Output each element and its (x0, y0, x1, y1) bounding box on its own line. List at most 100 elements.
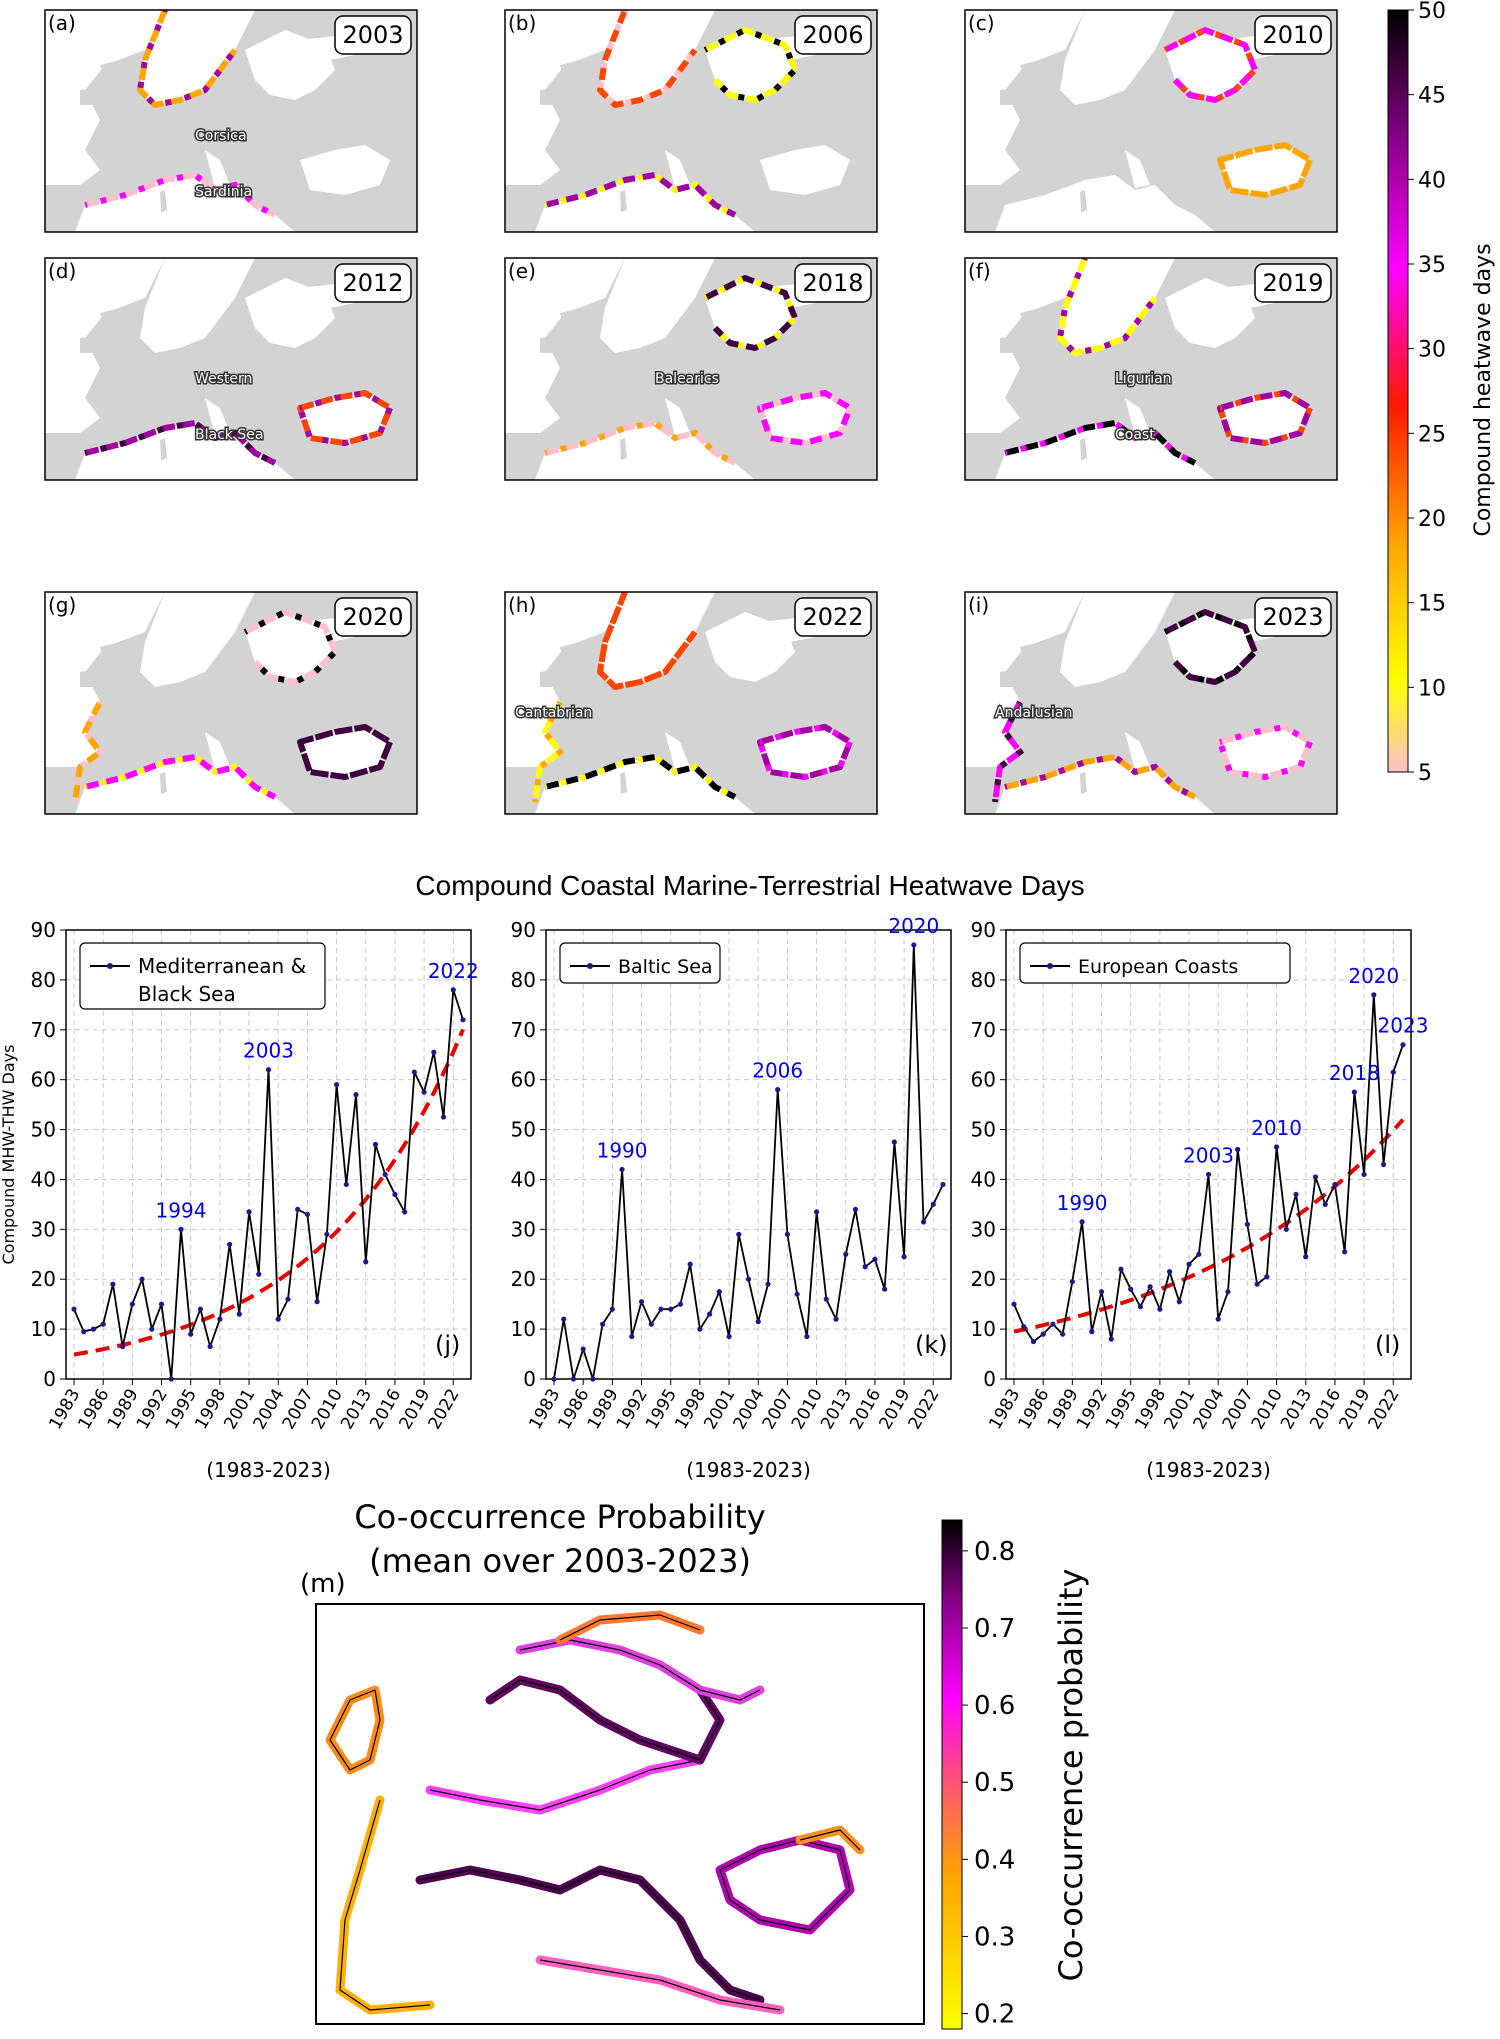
x-axis-label: (1983-2023) (1146, 1458, 1271, 1482)
data-point (629, 1333, 635, 1340)
map-year-box (1254, 597, 1332, 637)
data-point (1128, 1286, 1134, 1292)
data-point (843, 1251, 849, 1257)
data-point (1186, 1261, 1192, 1267)
data-point (940, 1181, 946, 1188)
data-point (1303, 1254, 1309, 1260)
data-point (236, 1311, 242, 1317)
data-point (638, 1299, 645, 1305)
peak-label: 2006 (752, 1059, 803, 1083)
data-point (1351, 1089, 1357, 1095)
map-coast-overlay (596, 10, 698, 109)
peak-label: 2020 (888, 914, 939, 938)
data-point (227, 1241, 233, 1247)
peak-label: 2003 (243, 1039, 294, 1063)
top-colorbar-tick-label: 45 (1418, 84, 1446, 109)
y-axis-label: Compound MHW-THW Days (0, 1045, 18, 1265)
y-tick-label: 80 (31, 968, 56, 992)
trend-line (1013, 1118, 1405, 1334)
map-coast-med (544, 420, 737, 466)
top-colorbar-tick-label: 50 (1418, 0, 1446, 24)
y-tick-label: 90 (971, 918, 996, 942)
data-point (372, 1141, 379, 1148)
data-point (421, 1089, 427, 1095)
map-frame (44, 257, 418, 481)
y-tick-label: 0 (523, 1367, 536, 1391)
map-coast-baltic (1163, 27, 1258, 103)
data-point (901, 1254, 907, 1260)
data-point (687, 1261, 693, 1267)
data-point (197, 1306, 204, 1312)
map-year-label: 2010 (1262, 21, 1323, 49)
data-point (275, 1316, 281, 1322)
map-coast-overlay (136, 10, 238, 109)
data-point (736, 1231, 742, 1237)
y-tick-label: 80 (511, 968, 536, 992)
data-point (707, 1311, 713, 1317)
data-point (658, 1306, 664, 1312)
map-year-label: 2012 (342, 269, 403, 297)
map-coast-overlay (1216, 389, 1314, 447)
y-tick-label: 10 (511, 1317, 536, 1341)
data-point (862, 1264, 868, 1270)
map-annotation: Western (195, 371, 252, 387)
x-tick-label: 2022 (425, 1386, 464, 1433)
data-point (90, 1326, 97, 1332)
map-coast-baltic (1163, 609, 1258, 685)
data-point (1400, 1042, 1406, 1048)
y-tick-label: 90 (511, 918, 536, 942)
coastline (419, 1869, 761, 2001)
top-colorbar-tick-label: 20 (1418, 507, 1446, 532)
heatwave-map-2010: (c) 2010 (964, 9, 1338, 233)
peak-label: 2003 (1183, 1143, 1234, 1167)
data-point (677, 1301, 684, 1307)
peak-label: 2010 (1251, 1116, 1302, 1140)
map-panel-label: (h) (508, 593, 536, 617)
map-year-box (1254, 263, 1332, 303)
map-frame (504, 9, 878, 233)
coastline (339, 1799, 431, 2011)
data-point (1293, 1191, 1299, 1198)
map-year-label: 2018 (802, 269, 863, 297)
data-point (755, 1319, 761, 1325)
data-point (71, 1306, 77, 1312)
data-point (920, 1219, 927, 1225)
map-panel-label: (e) (508, 259, 536, 283)
data-point (619, 1166, 625, 1173)
map-annotation: Andalusian (995, 705, 1072, 721)
data-point (353, 1092, 359, 1098)
data-point (1118, 1266, 1124, 1272)
heatwave-map-2020: (g) 2020 (44, 591, 418, 815)
map-panel-label: (f) (968, 259, 991, 283)
plot-frame (65, 929, 472, 1380)
data-point (804, 1333, 810, 1340)
data-point (1380, 1161, 1387, 1168)
data-point (1196, 1251, 1202, 1257)
heatwave-map-2022: (h) 2022 Cantabrian (504, 591, 878, 815)
map-year-box (334, 597, 412, 637)
x-tick-label: 2022 (905, 1386, 944, 1433)
map-coast-overlay (532, 700, 565, 803)
data-point (1060, 1331, 1066, 1337)
data-point (81, 1329, 87, 1335)
panel-label: (k) (915, 1331, 948, 1359)
bottom-colorbar-label: Co-occurrence probability (1052, 1569, 1090, 1982)
data-point (1312, 1174, 1319, 1180)
map-coast-med (544, 172, 737, 218)
legend-marker (1047, 963, 1053, 969)
data-point (217, 1316, 223, 1322)
data-point (1069, 1279, 1075, 1285)
data-point (363, 1259, 369, 1265)
data-point (1264, 1274, 1270, 1280)
map-panel-label: (c) (968, 11, 995, 35)
data-point (450, 987, 456, 993)
data-point (1390, 1069, 1396, 1075)
map-annotation: Cantabrian (515, 705, 592, 721)
y-tick-label: 70 (31, 1018, 56, 1042)
map-year-label: 2003 (342, 21, 403, 49)
data-point (1167, 1269, 1173, 1275)
data-point (1361, 1171, 1367, 1178)
coastline (329, 1689, 381, 1771)
map-coast-med (1004, 754, 1197, 800)
data-point (188, 1331, 194, 1337)
